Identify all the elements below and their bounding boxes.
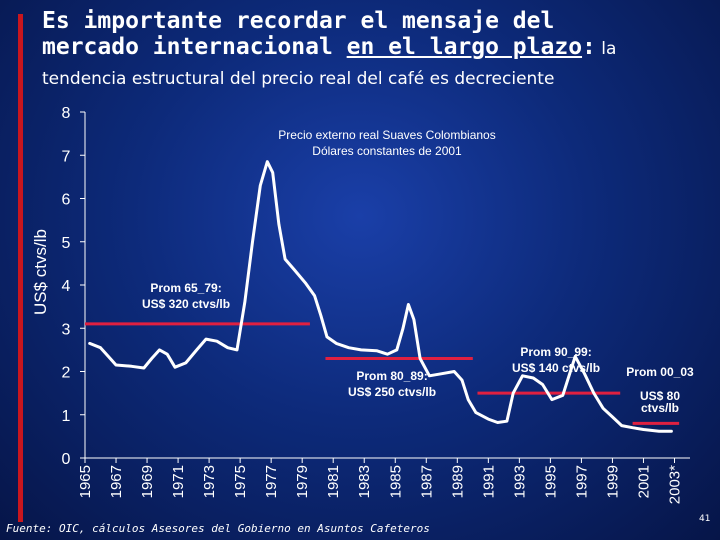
y-axis-ticks: 0 1 2 3 4 5 6 7 8 xyxy=(62,105,85,468)
title-line-2-tail: la xyxy=(595,39,617,59)
x-tick-label: 1979 xyxy=(294,465,311,498)
x-tick-label: 1967 xyxy=(108,465,125,498)
slide-subtitle: tendencia estructural del precio real de… xyxy=(42,69,555,89)
x-tick-label: 1975 xyxy=(232,465,249,498)
y-tick-label: 4 xyxy=(62,278,71,295)
x-tick-label: 1977 xyxy=(263,465,280,498)
title-line-2-part-a: mercado internacional xyxy=(42,34,347,60)
title-line-2-emphasis: en el largo plazo xyxy=(346,34,583,60)
y-tick-label: 1 xyxy=(62,408,71,425)
average-label: Prom 00_03 xyxy=(626,365,694,379)
x-tick-label: 1989 xyxy=(449,465,466,498)
x-tick-label: 1995 xyxy=(542,465,559,498)
chart-subtitle: Dólares constantes de 2001 xyxy=(312,144,462,158)
title-line-2: mercado internacional en el largo plazo:… xyxy=(42,34,616,62)
average-label: US$ 140 ctvs/lb xyxy=(512,361,600,375)
x-tick-label: 1987 xyxy=(418,465,435,498)
average-label: Prom 65_79: xyxy=(150,281,221,295)
x-tick-label: 1993 xyxy=(511,465,528,498)
x-tick-label: 1983 xyxy=(356,465,373,498)
accent-bar xyxy=(18,14,23,522)
average-label: US$ 320 ctvs/lb xyxy=(142,297,230,311)
average-labels: Prom 65_79: US$ 320 ctvs/lb Prom 80_89: US$… xyxy=(142,281,694,415)
average-label: ctvs/lb xyxy=(641,401,679,415)
x-tick-label: 2001 xyxy=(635,465,652,498)
y-tick-label: 3 xyxy=(62,321,71,338)
average-label: Prom 80_89: xyxy=(356,369,427,383)
x-tick-label: 1997 xyxy=(573,465,590,498)
y-axis-label: US$ ctvs/lb xyxy=(31,229,50,315)
page-number: 41 xyxy=(699,514,711,524)
title-line-2-colon: : xyxy=(582,34,596,60)
title-line-1: Es importante recordar el mensaje del xyxy=(42,8,555,34)
price-series-line xyxy=(88,160,673,433)
average-label: US$ 80 xyxy=(640,389,680,403)
y-tick-label: 0 xyxy=(62,451,71,468)
x-tick-label: 1971 xyxy=(170,465,187,498)
average-label: US$ 250 ctvs/lb xyxy=(348,385,436,399)
y-tick-label: 5 xyxy=(62,235,71,252)
x-axis-ticks: 1965 1967 1969 1971 1973 1975 1977 1979 1981 1983… xyxy=(77,458,683,504)
chart-title: Precio externo real Suaves Colombianos xyxy=(278,128,495,142)
source-footnote: Fuente: OIC, cálculos Asesores del Gobie… xyxy=(6,522,430,535)
slide-title: Es importante recordar el mensaje del me… xyxy=(42,8,616,62)
x-tick-label: 1981 xyxy=(325,465,342,498)
x-tick-label: 1973 xyxy=(201,465,218,498)
x-tick-label: 1985 xyxy=(387,465,404,498)
x-tick-label: 1965 xyxy=(77,465,94,498)
y-tick-label: 6 xyxy=(62,192,71,209)
x-tick-label: 1999 xyxy=(604,465,621,498)
x-tick-label: 2003* xyxy=(666,465,683,504)
y-tick-label: 2 xyxy=(62,365,71,382)
x-tick-label: 1991 xyxy=(480,465,497,498)
y-tick-label: 8 xyxy=(62,105,71,122)
average-label: Prom 90_99: xyxy=(520,345,591,359)
x-tick-label: 1969 xyxy=(139,465,156,498)
y-tick-label: 7 xyxy=(62,148,71,165)
